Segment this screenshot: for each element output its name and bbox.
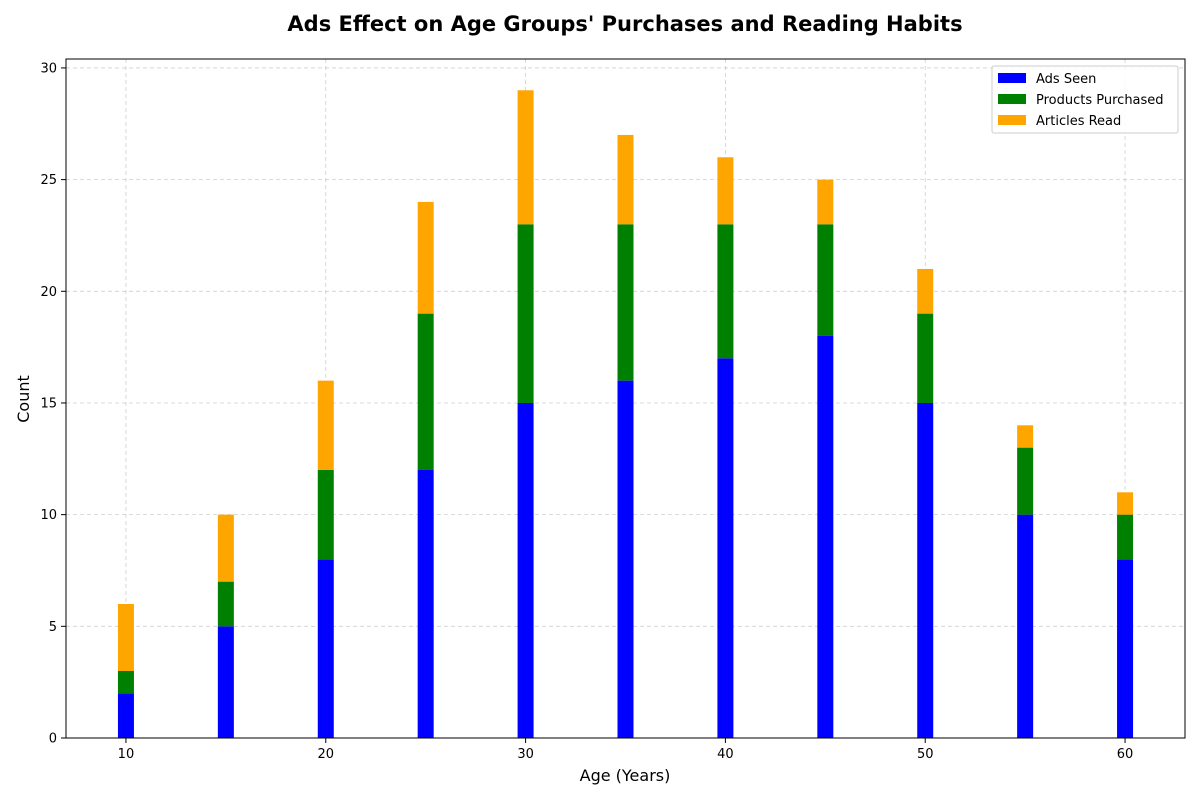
bar-segment xyxy=(1017,447,1034,515)
axis-ticks: 10 20 30 40 50 60 0 5 10 15 20 25 30 xyxy=(40,61,1133,762)
bar-segment xyxy=(517,402,534,738)
x-tick-label: 50 xyxy=(917,747,934,762)
bar-segment xyxy=(217,581,234,627)
bar-segment xyxy=(1117,514,1134,560)
legend: Ads Seen Products Purchased Articles Read xyxy=(991,65,1179,134)
x-axis-label: Age (Years) xyxy=(580,766,671,785)
bar-segment xyxy=(717,358,734,738)
plot-frame xyxy=(65,58,1186,739)
bar-segment xyxy=(617,380,634,738)
bar-segment xyxy=(417,469,434,738)
bar-segment xyxy=(317,380,334,470)
legend-label: Articles Read xyxy=(1036,114,1121,129)
y-tick-label: 20 xyxy=(40,285,57,300)
bar-segment xyxy=(117,670,134,694)
bar-segment xyxy=(1017,514,1034,738)
bar-segment xyxy=(717,224,734,359)
bar-segment xyxy=(217,626,234,738)
bar-segment xyxy=(517,90,534,225)
bar-segment xyxy=(117,603,134,671)
bar-segment xyxy=(217,514,234,582)
bar-segment xyxy=(817,335,834,738)
bar-segment xyxy=(317,559,334,738)
y-tick-label: 10 xyxy=(40,508,57,523)
bar-segment xyxy=(517,224,534,403)
bar-segment xyxy=(917,402,934,738)
bar-segment xyxy=(117,693,134,738)
chart-title: Ads Effect on Age Groups' Purchases and … xyxy=(287,12,962,36)
y-axis-label: Count xyxy=(14,375,33,423)
y-tick-label: 5 xyxy=(49,620,57,635)
bar-segment xyxy=(1017,425,1034,448)
legend-label: Products Purchased xyxy=(1036,93,1164,108)
bar-segment xyxy=(417,201,434,314)
legend-box xyxy=(991,65,1179,134)
x-tick-label: 40 xyxy=(717,747,734,762)
bar-segment xyxy=(817,224,834,336)
legend-swatch xyxy=(998,73,1026,83)
bar-segment xyxy=(1117,492,1134,515)
y-tick-label: 0 xyxy=(49,732,57,747)
bar-segment xyxy=(417,313,434,470)
bar-segment xyxy=(917,313,934,403)
y-tick-label: 15 xyxy=(40,396,57,411)
legend-label: Ads Seen xyxy=(1036,72,1096,87)
x-tick-label: 10 xyxy=(118,747,135,762)
x-tick-label: 20 xyxy=(317,747,334,762)
x-tick-label: 60 xyxy=(1117,747,1134,762)
bar-segment xyxy=(617,224,634,381)
bar-segment xyxy=(717,157,734,225)
legend-swatch xyxy=(998,115,1026,125)
bar-segment xyxy=(917,268,934,314)
bar-segment xyxy=(817,179,834,225)
y-tick-label: 25 xyxy=(40,173,57,188)
bar-segment xyxy=(1117,559,1134,738)
legend-swatch xyxy=(998,94,1026,104)
bar-segment xyxy=(617,134,634,225)
bars xyxy=(117,90,1134,738)
bar-segment xyxy=(317,469,334,560)
x-tick-label: 30 xyxy=(517,747,534,762)
y-tick-label: 30 xyxy=(40,61,57,76)
